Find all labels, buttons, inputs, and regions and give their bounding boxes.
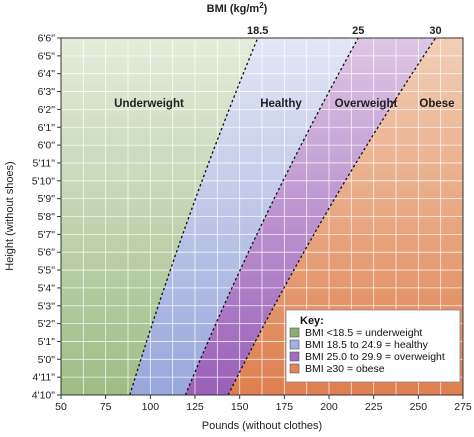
bmi-boundary-label-30: 30 <box>429 25 441 37</box>
bmi-boundary-label-25: 25 <box>352 25 364 37</box>
legend-key: Key: BMI <18.5 = underweight BMI 18.5 to… <box>285 309 461 383</box>
legend-title: Key: <box>300 315 324 327</box>
x-axis-ticks: 50 75 100 125 150 175 200 225 250 275 <box>55 395 472 413</box>
y-axis-ticks: 4'10" 4'11" 5'0" 5'1" 5'2" 5'3" 5'4" 5'5" 5'6" 5'… <box>32 33 61 402</box>
bmi-boundary-line-18.5 <box>129 37 259 396</box>
bmi-boundary-line-25 <box>184 37 359 396</box>
x-tick-label: 125 <box>186 401 204 413</box>
y-tick-label: 6'3" <box>38 86 56 98</box>
y-tick-label: 5'6" <box>38 247 56 259</box>
zone-label-underweight: Underweight <box>114 98 184 110</box>
y-tick-label: 6'6" <box>38 33 56 45</box>
zone-label-healthy: Healthy <box>260 98 302 110</box>
bmi-boundary-label-18.5: 18.5 <box>247 25 268 37</box>
x-tick-label: 175 <box>276 401 294 413</box>
y-tick-label: 5'9" <box>38 193 56 205</box>
y-tick-label: 6'0" <box>38 140 56 152</box>
y-tick-label: 5'4" <box>38 282 56 294</box>
y-tick-label: 4'10" <box>32 390 56 402</box>
y-tick-label: 6'4" <box>38 68 56 80</box>
y-tick-label: 5'1" <box>38 336 56 348</box>
bmi-boundary-line-30 <box>227 37 437 396</box>
y-tick-label: 5'7" <box>38 229 56 241</box>
x-tick-label: 50 <box>55 401 67 413</box>
y-tick-label: 5'5" <box>38 265 56 277</box>
zone-label-overweight: Overweight <box>335 98 398 110</box>
y-tick-label: 4'11" <box>33 372 56 384</box>
legend-swatch-healthy <box>289 339 300 350</box>
legend-box <box>285 309 461 383</box>
x-tick-label: 150 <box>231 401 249 413</box>
y-tick-label: 5'8" <box>38 211 56 223</box>
x-tick-label: 225 <box>365 401 383 413</box>
y-tick-label: 5'10" <box>32 175 56 187</box>
y-tick-label: 6'5" <box>38 50 56 62</box>
legend-label-healthy: BMI 18.5 to 24.9 = healthy <box>305 339 429 351</box>
y-tick-label: 6'1" <box>38 122 56 134</box>
legend-label-underweight: BMI <18.5 = underweight <box>305 327 422 339</box>
chart-title: BMI (kg/m2) <box>207 1 268 15</box>
legend-swatch-obese <box>289 363 300 374</box>
y-tick-label: 5'2" <box>38 318 56 330</box>
legend-swatch-underweight <box>289 327 300 338</box>
x-axis-title: Pounds (without clothes) <box>202 420 322 432</box>
zone-label-obese: Obese <box>419 98 454 110</box>
x-tick-label: 200 <box>320 401 338 413</box>
y-tick-label: 5'3" <box>38 300 56 312</box>
legend-label-overweight: BMI 25.0 to 29.9 = overweight <box>305 351 445 363</box>
y-tick-label: 5'0" <box>38 354 56 366</box>
x-tick-label: 100 <box>142 401 160 413</box>
x-tick-label: 250 <box>410 401 428 413</box>
x-tick-label: 75 <box>100 401 112 413</box>
y-axis-title: Height (without shoes) <box>4 161 16 270</box>
y-tick-label: 5'11" <box>33 157 56 169</box>
y-tick-label: 6'2" <box>38 104 56 116</box>
x-tick-label: 275 <box>454 401 472 413</box>
bmi-boundaries: 18.5 25 30 <box>129 25 442 396</box>
legend-swatch-overweight <box>289 351 300 362</box>
legend-label-obese: BMI ≥30 = obese <box>305 363 385 375</box>
